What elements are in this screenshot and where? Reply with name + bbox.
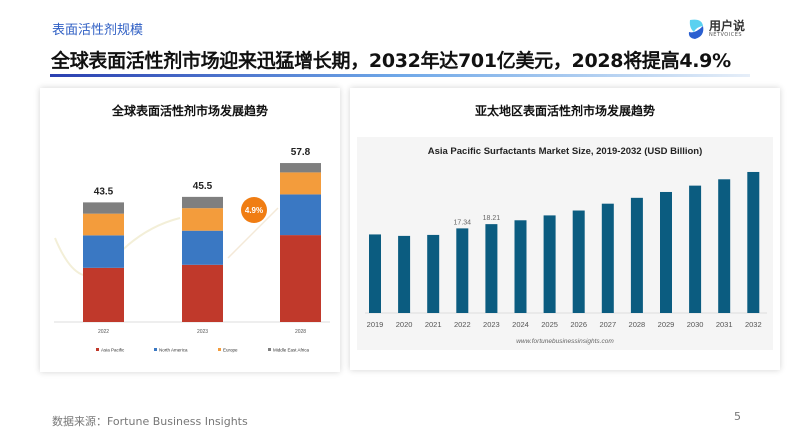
bar: [718, 179, 731, 313]
bar-segment: [83, 267, 124, 322]
bar-segment: [280, 163, 321, 173]
legend-swatch: [154, 348, 157, 351]
x-tick-label: 2024: [512, 320, 529, 329]
bar: [689, 185, 702, 313]
growth-line: [227, 207, 279, 259]
bar-segment: [182, 208, 223, 231]
x-tick-label: 2026: [570, 320, 587, 329]
bar: [485, 224, 498, 313]
apac-chart: Asia Pacific Surfactants Market Size, 20…: [357, 137, 773, 350]
title-underline: [50, 74, 750, 77]
bar: [630, 197, 643, 313]
source-note: 数据来源：Fortune Business Insights: [52, 415, 248, 428]
total-label: 45.5: [193, 181, 213, 192]
x-tick-label: 2022: [98, 329, 109, 335]
panel-title: 亚太地区表面活性剂市场发展趋势: [474, 104, 655, 118]
data-label: 18.21: [483, 215, 501, 222]
legend-swatch: [218, 348, 221, 351]
legend-label: North America: [159, 348, 188, 353]
data-label: 17.34: [454, 219, 472, 226]
logo-text: 用户说: [709, 19, 746, 33]
bar: [427, 234, 440, 313]
section-label: 表面活性剂规模: [52, 23, 144, 38]
x-tick-label: 2027: [599, 320, 616, 329]
bar: [514, 220, 527, 313]
x-tick-label: 2021: [425, 320, 442, 329]
x-tick-label: 2023: [197, 329, 208, 335]
bar: [747, 171, 760, 313]
bar: [660, 191, 672, 313]
total-label: 43.5: [94, 186, 114, 197]
bar-segment: [182, 264, 223, 322]
growth-badge: [241, 197, 267, 223]
x-tick-label: 2025: [541, 320, 558, 329]
page-title: 全球表面活性剂市场迎来迅猛增长期，2032年达701亿美元，2028将提高4.9…: [51, 50, 731, 72]
x-tick-label: 2022: [454, 320, 471, 329]
x-tick-label: 2023: [483, 320, 500, 329]
logo-icon: [688, 19, 704, 39]
bar-segment: [83, 235, 124, 268]
legend-swatch: [268, 348, 271, 351]
bar-segment: [83, 202, 124, 214]
bar-segment: [182, 230, 223, 265]
page-number: 5: [734, 410, 741, 423]
legend-label: Middle East Africa: [273, 348, 310, 353]
x-tick-label: 2032: [745, 320, 762, 329]
panel-title: 全球表面活性剂市场发展趋势: [111, 104, 268, 118]
x-tick-label: 2019: [367, 320, 384, 329]
bar: [398, 235, 411, 313]
bar: [572, 210, 585, 313]
x-tick-label: 2030: [687, 320, 704, 329]
bar: [543, 215, 556, 313]
chart-title: Asia Pacific Surfactants Market Size, 20…: [428, 146, 703, 157]
watermark: www.fortunebusinessinsights.com: [516, 338, 614, 345]
bar: [456, 228, 469, 313]
growth-label: 4.9%: [245, 206, 263, 215]
x-tick-label: 2029: [658, 320, 675, 329]
legend-label: Europe: [223, 348, 238, 353]
x-tick-label: 2028: [629, 320, 646, 329]
bar: [369, 234, 381, 313]
apac-bar-chart: Asia Pacific Surfactants Market Size, 20…: [365, 146, 767, 345]
logo-sub: NETVOICES: [709, 32, 743, 38]
x-tick-label: 2031: [716, 320, 733, 329]
legend-label: Asia Pacific: [101, 348, 125, 353]
x-tick-label: 2028: [295, 329, 306, 335]
legend-swatch: [96, 348, 99, 351]
bar-segment: [182, 196, 223, 209]
global-stacked-chart: 43.5 2022 45.5 2023 57.8 2028 4.9% Asia Pacific…: [54, 147, 330, 353]
bar-segment: [83, 213, 124, 236]
bar-segment: [280, 235, 321, 322]
global-chart-panel: 全球表面活性剂市场发展趋势 43.5 2022 45.5 2023 57.8 2028 4.…: [40, 88, 340, 372]
total-label: 57.8: [291, 147, 311, 158]
logo: 用户说 NETVOICES: [686, 18, 745, 40]
bar-segment: [280, 172, 321, 195]
bar-segment: [280, 194, 321, 236]
bar: [601, 203, 614, 313]
x-tick-label: 2020: [396, 320, 413, 329]
